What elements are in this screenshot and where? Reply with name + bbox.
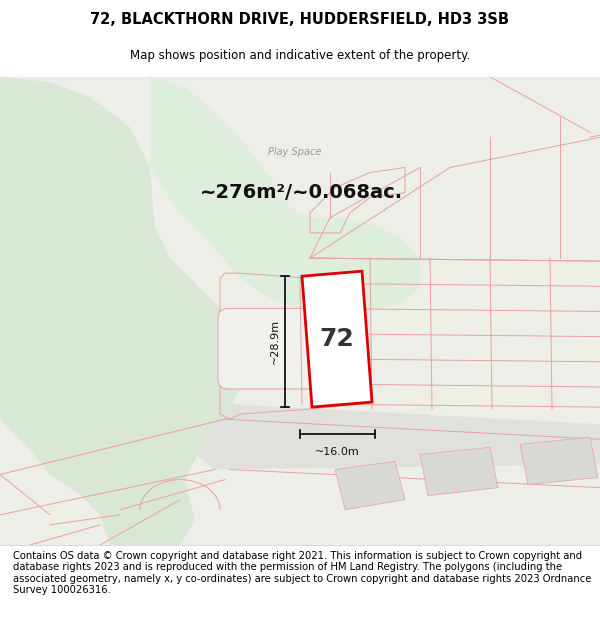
Text: Play Space: Play Space bbox=[268, 148, 322, 158]
Text: ~16.0m: ~16.0m bbox=[315, 448, 360, 458]
Polygon shape bbox=[195, 404, 600, 469]
Polygon shape bbox=[302, 271, 372, 407]
Polygon shape bbox=[520, 438, 598, 484]
Text: 72: 72 bbox=[320, 327, 355, 351]
Polygon shape bbox=[150, 77, 420, 314]
Polygon shape bbox=[0, 77, 240, 545]
FancyBboxPatch shape bbox=[218, 308, 318, 389]
Text: 72, BLACKTHORN DRIVE, HUDDERSFIELD, HD3 3SB: 72, BLACKTHORN DRIVE, HUDDERSFIELD, HD3 … bbox=[91, 12, 509, 28]
Text: Map shows position and indicative extent of the property.: Map shows position and indicative extent… bbox=[130, 49, 470, 62]
Text: Contains OS data © Crown copyright and database right 2021. This information is : Contains OS data © Crown copyright and d… bbox=[13, 551, 592, 596]
Text: ~276m²/~0.068ac.: ~276m²/~0.068ac. bbox=[200, 183, 403, 202]
Polygon shape bbox=[420, 448, 498, 496]
Text: ~28.9m: ~28.9m bbox=[270, 319, 280, 364]
Polygon shape bbox=[335, 461, 405, 510]
